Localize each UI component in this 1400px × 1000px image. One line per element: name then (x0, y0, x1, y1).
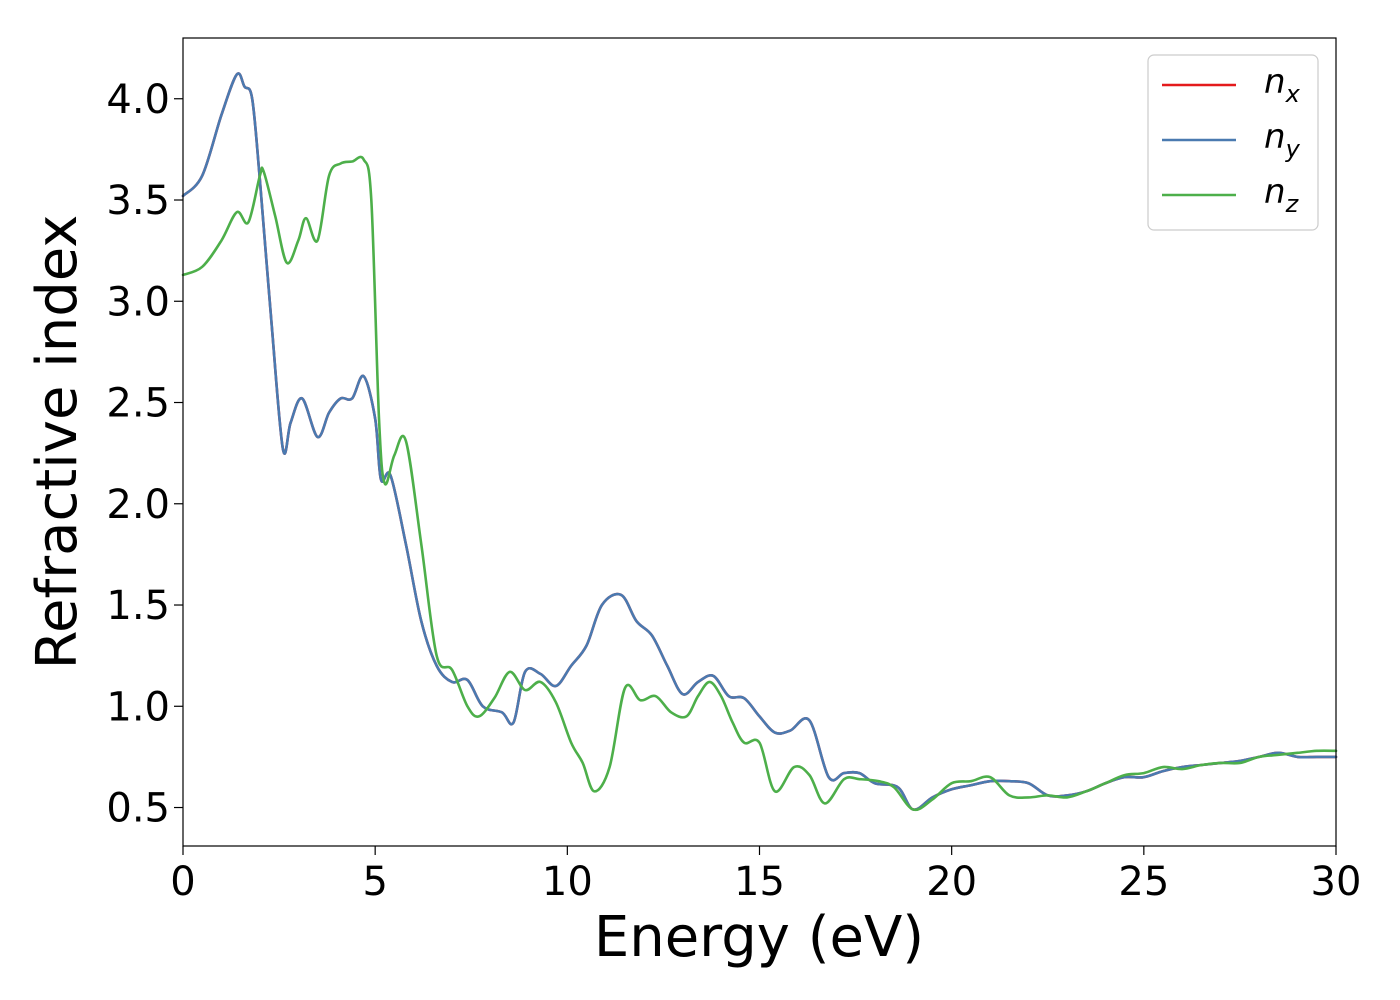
y-tick-label: 1.5 (106, 583, 170, 629)
x-tick-label: 30 (1311, 859, 1362, 905)
y-tick-label: 0.5 (106, 786, 170, 832)
x-axis-title: Energy (eV) (594, 905, 924, 970)
x-tick-label: 0 (170, 859, 195, 905)
y-tick-label: 2.5 (106, 381, 170, 427)
x-tick-label: 5 (362, 859, 387, 905)
legend: nx ny nz (1147, 54, 1319, 231)
legend-label-y: ny (1264, 117, 1301, 163)
plot-lines (181, 72, 1338, 812)
series-line-z (181, 155, 1338, 812)
y-axis: 0.5 1.0 1.5 2.0 2.5 3.0 3.5 4.0 (106, 77, 183, 832)
y-tick-label: 3.0 (106, 279, 170, 325)
x-tick-label: 15 (734, 859, 785, 905)
y-tick-label: 3.5 (106, 178, 170, 224)
x-axis: 0 5 10 15 20 25 30 (170, 846, 1361, 905)
x-tick-label: 25 (1118, 859, 1169, 905)
legend-label-x: nx (1264, 62, 1301, 108)
legend-box (1147, 54, 1319, 231)
x-tick-label: 20 (926, 859, 977, 905)
y-axis-title: Refractive index (25, 215, 90, 670)
x-tick-label: 10 (542, 859, 593, 905)
legend-label-z: nz (1264, 172, 1300, 218)
y-tick-label: 1.0 (106, 684, 170, 730)
y-tick-label: 2.0 (106, 482, 170, 528)
y-tick-label: 4.0 (106, 77, 170, 123)
